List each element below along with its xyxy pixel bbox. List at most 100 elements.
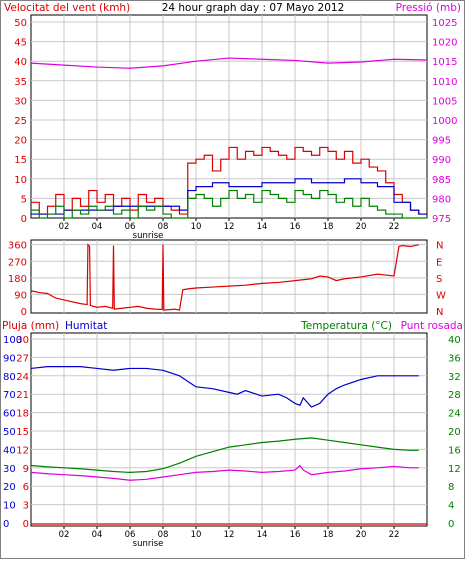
x-tick-label: 14 [257, 530, 268, 540]
x-tick-label: 04 [92, 222, 103, 232]
sunrise-label: sunrise [133, 231, 164, 241]
wind_avg-series [31, 189, 427, 219]
pressure-tick-label: 980 [432, 194, 451, 205]
humidity-tick-label: 10 [3, 501, 16, 512]
x-tick-label: 18 [323, 530, 334, 540]
x-tick-label: 02 [59, 222, 70, 232]
wind-speed-title: Velocitat del vent (kmh) [4, 2, 130, 14]
pressure-tick-label: 1015 [432, 57, 457, 68]
wind-tick-label: 40 [14, 57, 27, 68]
pressure-title: Pressió (mb) [396, 2, 461, 14]
pressure-tick-label: 1005 [432, 96, 457, 107]
humidity-tick-label: 60 [3, 409, 16, 420]
x-tick-label: 22 [389, 530, 400, 540]
rain-tick-label: 3 [23, 501, 29, 512]
direction-panel-series [30, 243, 419, 311]
temperature-tick-label: 20 [448, 427, 461, 438]
direction-tick-label: 270 [8, 257, 27, 268]
temperature-axis: 0 4 8 12 16 20 24 28 32 36 40 [448, 335, 461, 530]
x-tick-label: 12 [224, 530, 235, 540]
compass-label: E [436, 257, 442, 268]
x-tick-label: 12 [224, 222, 235, 232]
humidity-tick-label: 70 [3, 390, 16, 401]
direction-tick-label: 90 [14, 290, 27, 301]
humidity-tick-label: 0 [3, 519, 9, 530]
rain-title: Pluja (mm) [2, 320, 59, 332]
wind-tick-label: 35 [14, 77, 27, 88]
rain-tick-label: 21 [16, 390, 29, 401]
compass-label: N [436, 307, 443, 318]
compass-label: W [436, 290, 446, 301]
x-tick-label: 22 [389, 222, 400, 232]
wind-tick-label: 15 [14, 155, 27, 166]
temperature-tick-label: 16 [448, 445, 461, 456]
temperature-tick-label: 8 [448, 482, 454, 493]
pressure-tick-label: 985 [432, 175, 451, 186]
humidity-tick-label: 30 [3, 464, 16, 475]
humidity-axis: 0 10 20 30 40 50 60 70 80 90 100 [3, 335, 22, 530]
x-tick-label: 10 [191, 530, 202, 540]
x-tick-label: 16 [290, 222, 301, 232]
compass-label: N [436, 241, 443, 252]
wind-series [31, 146, 427, 215]
humidity-panel-series [30, 366, 427, 525]
direction-panel-grid [31, 240, 427, 313]
pressure-tick-label: 1025 [432, 18, 457, 29]
wind-tick-label: 5 [21, 194, 27, 205]
temperature-tick-label: 12 [448, 464, 461, 475]
direction-tick-label: 360 [8, 241, 27, 252]
pressure-tick-label: 1010 [432, 77, 457, 88]
rain-tick-label: 15 [16, 427, 29, 438]
temperature-title: Temperatura (°C) [300, 320, 392, 332]
temperature-tick-label: 36 [448, 353, 461, 364]
direction-series [30, 243, 419, 311]
pressure-series [30, 57, 428, 69]
humidity-tick-label: 100 [3, 335, 22, 346]
direction-tick-label: 180 [8, 274, 27, 285]
pressure-tick-label: 1020 [432, 38, 457, 49]
x-tick-label: 16 [290, 530, 301, 540]
pressure-axis: 975 980 985 990 995 1000 1005 1010 1015 1020 1025 [432, 18, 457, 225]
direction-axis: 0 90 180 270 360 [8, 241, 27, 318]
rain-tick-label: 12 [16, 445, 29, 456]
x-tick-label: 06 [125, 530, 136, 540]
wind-tick-label: 25 [14, 116, 27, 127]
wind-tick-label: 30 [14, 96, 27, 107]
rain-tick-label: 9 [23, 464, 29, 475]
x-tick-label: 18 [323, 222, 334, 232]
temperature-tick-label: 40 [448, 335, 461, 346]
sunrise-label-bottom: sunrise [133, 539, 164, 549]
rain-tick-label: 24 [16, 372, 29, 383]
temperature-tick-label: 28 [448, 390, 461, 401]
wind-panel-grid [31, 15, 427, 218]
direction-tick-label: 0 [21, 307, 27, 318]
wind-tick-label: 50 [14, 18, 27, 29]
pressure-tick-label: 1000 [432, 116, 457, 127]
wind-tick-label: 10 [14, 175, 27, 186]
x-tick-label: 10 [191, 222, 202, 232]
humidity-tick-label: 80 [3, 372, 16, 383]
humidity-tick-label: 20 [3, 482, 16, 493]
rain-tick-label: 6 [23, 482, 29, 493]
humidity-tick-label: 40 [3, 445, 16, 456]
dewpoint-title: Punt rosada [401, 320, 463, 332]
humidity-panel-grid [31, 333, 427, 526]
pressure-tick-label: 995 [432, 136, 451, 147]
rain-tick-label: 30 [16, 335, 29, 346]
temperature-tick-label: 4 [448, 501, 454, 512]
temperature-tick-label: 24 [448, 409, 461, 420]
pressure-tick-label: 990 [432, 155, 451, 166]
compass-label: S [436, 274, 442, 285]
wind-panel-x-axis: 02 04 06 08 10 12 14 16 18 20 22 [59, 218, 400, 232]
humidity-title: Humitat [65, 320, 107, 332]
rain-tick-label: 18 [16, 409, 29, 420]
wind-speed-axis: 0 5 10 15 20 25 30 35 40 45 50 [14, 18, 27, 225]
rain-tick-label: 0 [23, 519, 29, 530]
pressure-tick-label: 975 [432, 214, 451, 225]
x-tick-label: 08 [158, 222, 169, 232]
x-tick-label: 14 [257, 222, 268, 232]
graph-date-title: 24 hour graph day : 07 Mayo 2012 [162, 2, 345, 14]
